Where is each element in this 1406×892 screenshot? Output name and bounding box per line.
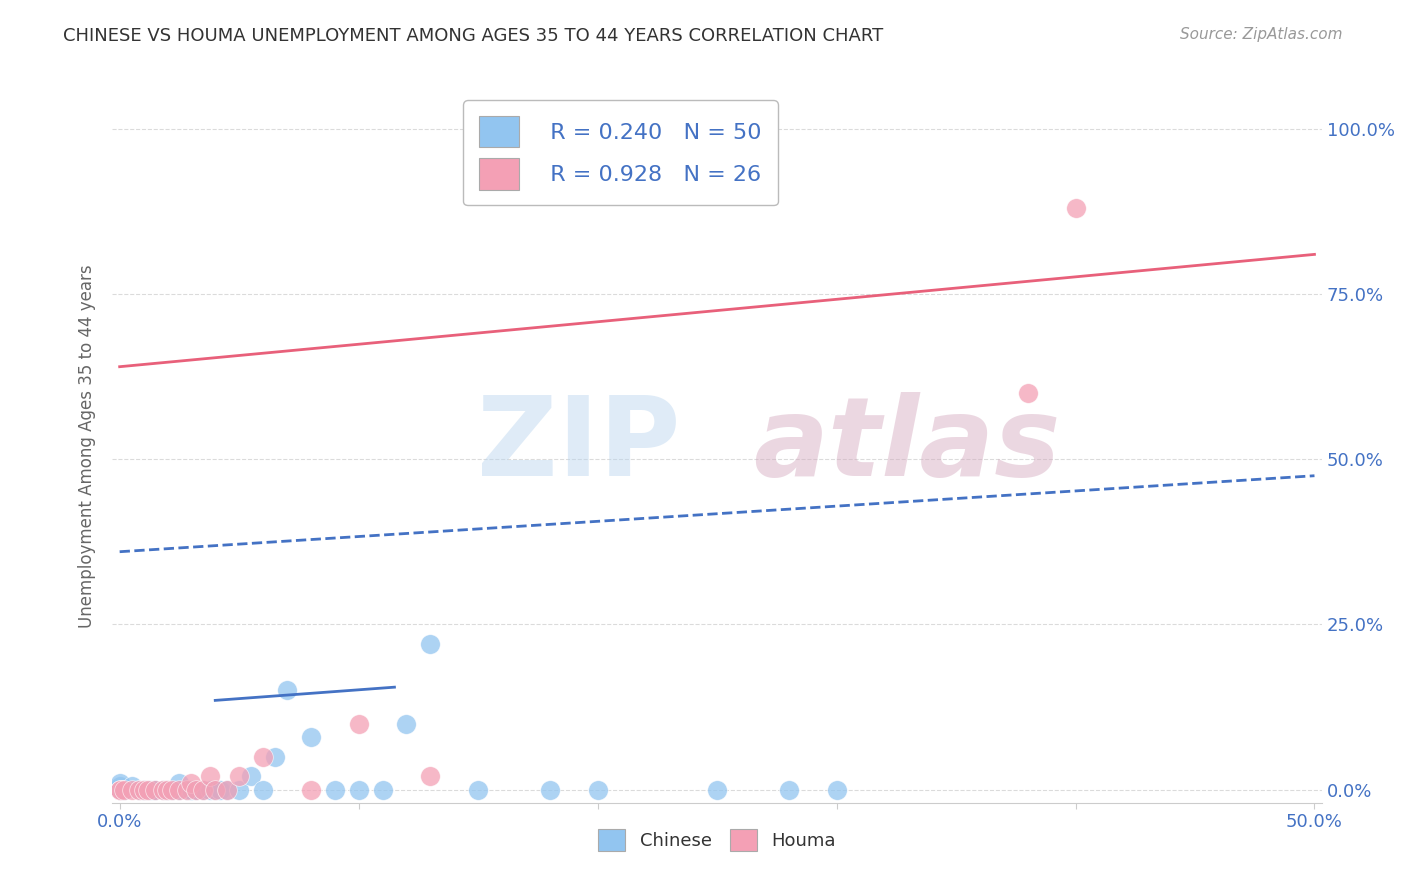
Point <box>538 782 561 797</box>
Point <box>128 782 150 797</box>
Point <box>108 782 131 797</box>
Point <box>347 782 370 797</box>
Point <box>299 782 322 797</box>
Point <box>108 782 131 797</box>
Point <box>217 782 239 797</box>
Point <box>145 782 167 797</box>
Point <box>156 782 179 797</box>
Point <box>169 776 191 790</box>
Y-axis label: Unemployment Among Ages 35 to 44 years: Unemployment Among Ages 35 to 44 years <box>77 264 96 628</box>
Point <box>108 782 131 797</box>
Point <box>586 782 609 797</box>
Point <box>152 782 174 797</box>
Point <box>264 749 287 764</box>
Point <box>323 782 346 797</box>
Point <box>160 782 183 797</box>
Point <box>706 782 728 797</box>
Point <box>112 782 135 797</box>
Point <box>180 782 202 797</box>
Point <box>371 782 394 797</box>
Point <box>1017 386 1039 401</box>
Point <box>121 779 143 793</box>
Point <box>136 782 159 797</box>
Text: Source: ZipAtlas.com: Source: ZipAtlas.com <box>1180 27 1343 42</box>
Point <box>204 782 226 797</box>
Text: CHINESE VS HOUMA UNEMPLOYMENT AMONG AGES 35 TO 44 YEARS CORRELATION CHART: CHINESE VS HOUMA UNEMPLOYMENT AMONG AGES… <box>63 27 883 45</box>
Legend: Chinese, Houma: Chinese, Houma <box>591 822 844 858</box>
Point <box>1064 201 1087 215</box>
Point <box>156 782 179 797</box>
Point <box>252 749 274 764</box>
Text: ZIP: ZIP <box>478 392 681 500</box>
Point <box>136 782 159 797</box>
Point <box>184 782 207 797</box>
Point <box>176 782 198 797</box>
Point <box>395 716 418 731</box>
Point <box>276 683 298 698</box>
Point <box>108 779 131 793</box>
Point <box>419 769 441 783</box>
Point <box>132 782 155 797</box>
Point <box>467 782 489 797</box>
Point <box>111 782 134 797</box>
Point <box>217 782 239 797</box>
Point <box>180 782 202 797</box>
Point <box>156 782 179 797</box>
Point <box>145 782 167 797</box>
Point <box>204 782 226 797</box>
Point <box>778 782 800 797</box>
Point <box>347 716 370 731</box>
Text: atlas: atlas <box>754 392 1060 500</box>
Point <box>193 782 215 797</box>
Point <box>108 782 131 797</box>
Point <box>108 776 131 790</box>
Point <box>193 782 215 797</box>
Point <box>299 730 322 744</box>
Point <box>169 782 191 797</box>
Point <box>108 782 131 797</box>
Point <box>132 782 155 797</box>
Point <box>184 782 207 797</box>
Point <box>419 637 441 651</box>
Point <box>176 782 198 797</box>
Point <box>145 782 167 797</box>
Point <box>200 782 222 797</box>
Point <box>112 782 135 797</box>
Point <box>228 769 250 783</box>
Point <box>160 782 183 797</box>
Point <box>152 782 174 797</box>
Point <box>139 782 162 797</box>
Point <box>208 782 231 797</box>
Point <box>252 782 274 797</box>
Point <box>825 782 848 797</box>
Point <box>108 782 131 797</box>
Point <box>128 782 150 797</box>
Point <box>240 769 263 783</box>
Point <box>132 782 155 797</box>
Point <box>228 782 250 797</box>
Point <box>169 782 191 797</box>
Point <box>121 782 143 797</box>
Point <box>200 769 222 783</box>
Point <box>108 782 131 797</box>
Point <box>180 776 202 790</box>
Point <box>132 782 155 797</box>
